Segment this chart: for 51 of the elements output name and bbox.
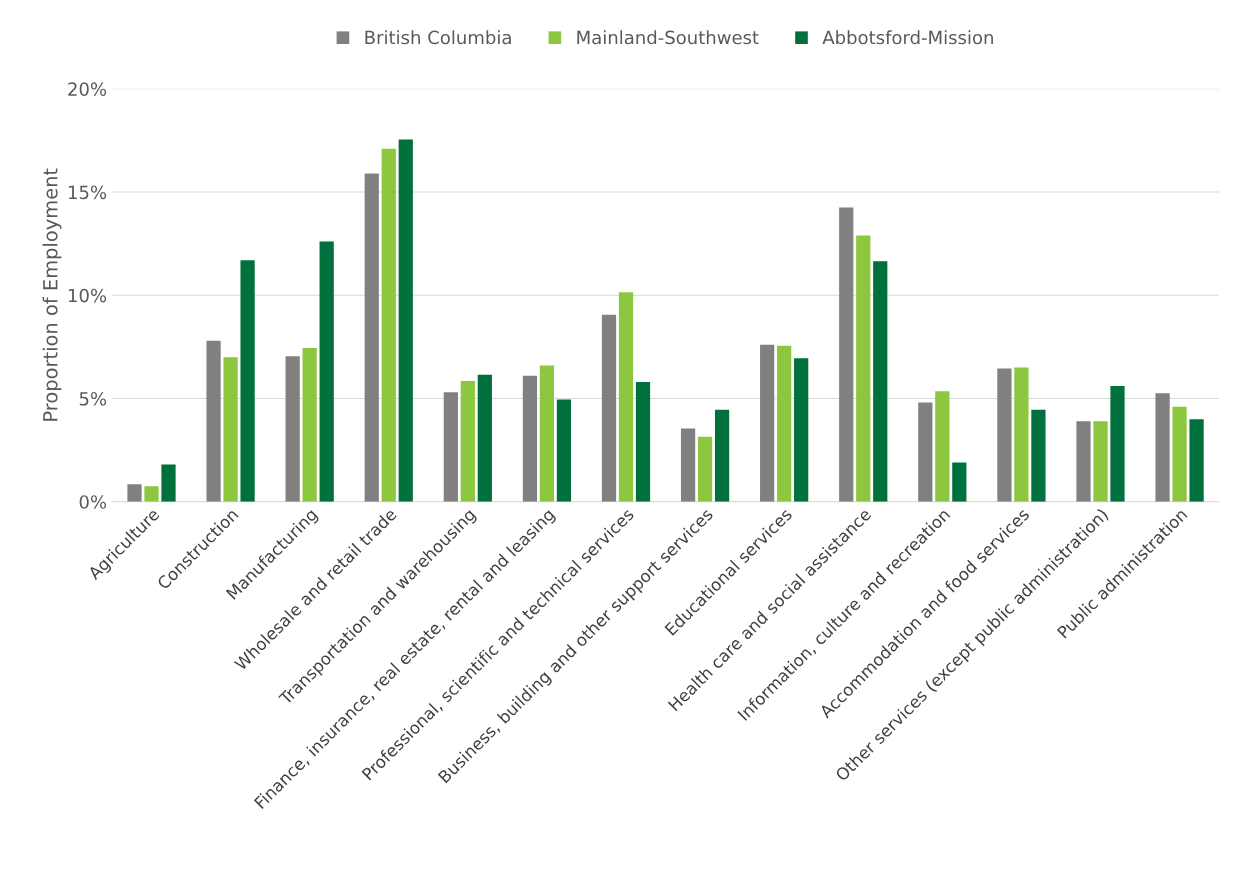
bar [443,392,458,502]
y-tick-label: 0% [79,495,107,509]
bar [302,347,317,502]
bar [918,402,933,502]
bar [161,464,176,502]
bar [680,428,696,502]
bar [601,314,617,502]
bar [760,344,775,502]
bar [460,380,475,502]
bar [997,368,1012,502]
bar [935,391,950,502]
bar [714,409,730,502]
bar [618,292,634,502]
bar [697,436,713,502]
bar [539,365,555,502]
bar [794,358,809,502]
bar [522,375,538,502]
bar [1014,367,1029,502]
y-tick-label: 15% [68,185,107,200]
y-tick-label: 5% [79,391,107,406]
bar [1031,409,1046,502]
bar [556,399,572,502]
y-axis-title: Proportion of Employment [42,168,62,421]
y-tick-label: 10% [68,288,107,303]
bar [952,462,967,502]
y-tick-label: 20% [68,82,107,96]
bar [1076,421,1091,502]
bar [206,340,221,502]
bar [1172,406,1187,502]
bar [856,235,871,502]
bar [398,139,413,502]
bar [381,148,396,502]
legend-label: Abbotsford-Mission [822,30,993,45]
bar [285,356,300,502]
bar [319,241,334,502]
bar [1093,421,1108,502]
bar [635,381,651,502]
legend-label: British Columbia [365,30,511,45]
bar [1155,393,1170,502]
bar [477,374,492,502]
bar [1110,386,1125,502]
bar [364,173,379,502]
bar [127,484,142,502]
bar [240,260,255,502]
bar [873,261,888,502]
bar [223,357,238,502]
bar [777,345,792,502]
legend-label: Mainland-Southwest [577,30,759,45]
bar [1189,419,1204,502]
bar [839,207,854,502]
bar [144,486,159,502]
